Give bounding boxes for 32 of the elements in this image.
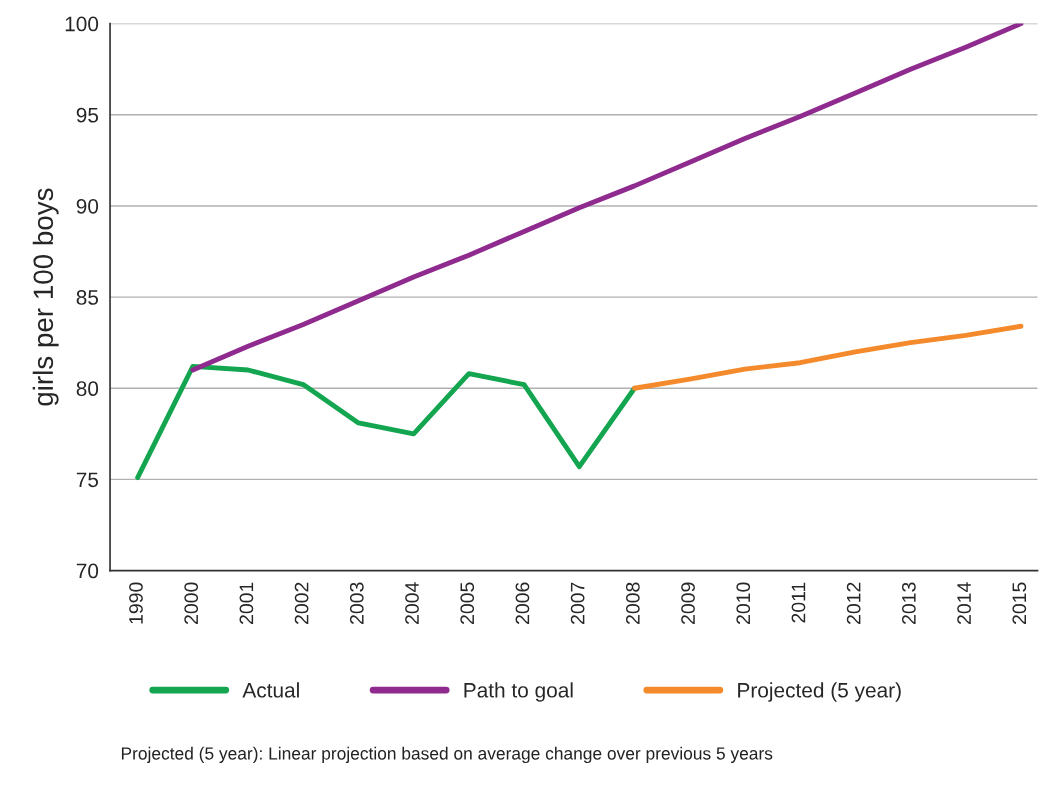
y-tick-label: 100 [65,16,99,32]
y-tick-label: 90 [76,198,99,214]
line-series [135,363,637,481]
legend-label: Path to goal [464,682,573,702]
legend-label: Actual [242,682,299,698]
x-tick-label: 2015 [1012,582,1027,624]
x-tick-label: 2009 [681,582,695,624]
x-tick-label: 2003 [349,582,364,624]
line-series [190,23,1024,373]
y-axis-title: girls per 100 boys [32,188,59,406]
x-tick-label: 2005 [460,582,475,624]
y-tick-label: 95 [76,107,99,123]
x-tick-label: 2013 [901,582,916,624]
x-tick-label: 2012 [846,582,861,624]
y-tick-label: 80 [76,381,99,397]
x-tick-label: 2011 [791,582,806,623]
y-tick-label: 85 [76,290,99,305]
legend-label: Projected (5 year) [738,682,901,702]
x-tick-label: 2008 [625,582,640,624]
x-tick-label: 2010 [736,582,751,624]
y-tick-label: 70 [76,563,99,579]
x-tick-label: 2000 [184,582,199,624]
line-series [632,323,1024,391]
x-tick-label: 2002 [294,582,309,624]
x-tick-label: 2006 [515,582,530,624]
x-tick-label: 2007 [570,582,585,624]
text: Projected (5 year): Linear projection based on average change over previous 5 years [121,746,773,764]
x-tick-label: 2014 [957,582,971,624]
x-tick-label: 2004 [405,582,419,624]
x-tick-label: 2001 [239,582,254,624]
y-tick-label: 75 [76,472,99,488]
x-tick-label: 1990 [129,582,143,624]
